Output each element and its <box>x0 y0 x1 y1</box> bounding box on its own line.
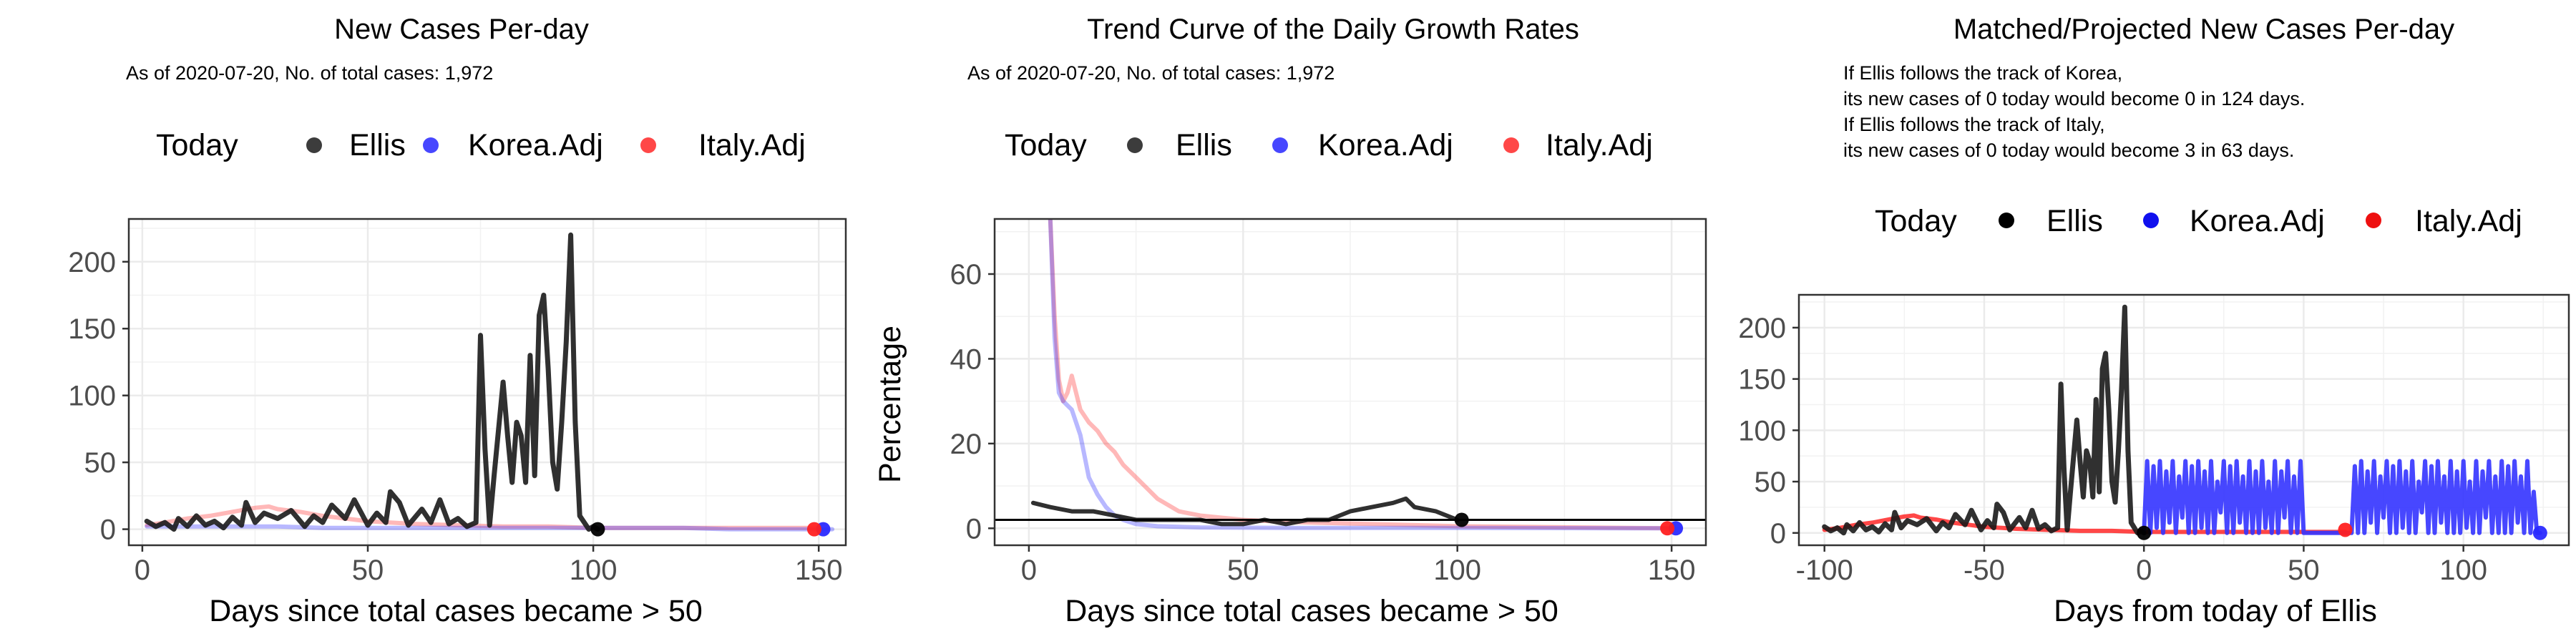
chart3-title: Matched/Projected New Cases Per-day <box>1953 14 2454 45</box>
chart3-panel-border <box>1797 293 2570 547</box>
chart2-title: Trend Curve of the Daily Growth Rates <box>1087 14 1579 45</box>
chart3-x-axis-title: Days from today of Ellis <box>2054 594 2377 628</box>
chart2-y-tick-label: 60 <box>950 259 982 291</box>
chart1-legend-key-italy <box>640 137 656 153</box>
chart1-legend-key-ellis <box>306 137 322 153</box>
chart2-x-axis-title: Days since total cases became > 50 <box>1065 594 1558 628</box>
chart3-subtitle-line-2: its new cases of 0 today would become 0 … <box>1843 88 2305 109</box>
chart2-legend: Today Ellis Korea.Adj Italy.Adj <box>1005 128 1653 162</box>
chart1-x-tick-label: 50 <box>352 555 384 586</box>
chart2-series-ellis <box>1030 496 1460 527</box>
chart3-legend-key-italy <box>2366 213 2381 228</box>
chart2-today-point-italy-adj <box>1660 521 1675 536</box>
chart3-y-tick-label: 200 <box>1738 313 1786 344</box>
chart1-x-axis-title: Days since total cases became > 50 <box>209 594 703 628</box>
chart2-legend-label-ellis: Ellis <box>1176 128 1232 162</box>
chart3-subtitle-line-4: its new cases of 0 today would become 3 … <box>1843 140 2294 161</box>
chart1-title: New Cases Per-day <box>334 14 589 45</box>
chart3-legend-label-ellis: Ellis <box>2046 204 2103 238</box>
chart3-legend-key-korea <box>2143 213 2159 228</box>
chart3-x-tick-label: -100 <box>1796 555 1853 586</box>
chart1-series-ellis <box>144 232 600 532</box>
chart1-legend-key-korea <box>423 137 439 153</box>
chart1-subtitle: As of 2020-07-20, No. of total cases: 1,… <box>126 62 493 84</box>
chart3-y-tick-label: 150 <box>1738 364 1786 396</box>
chart1-legend: Today Ellis Korea.Adj Italy.Adj <box>156 128 806 162</box>
chart3-subtitle-line-1: If Ellis follows the track of Korea, <box>1843 62 2122 84</box>
chart3-subtitle-line-3: If Ellis follows the track of Italy, <box>1843 114 2105 135</box>
chart1-x-tick-label: 0 <box>135 555 150 586</box>
chart3-legend-label-korea: Korea.Adj <box>2190 204 2325 238</box>
chart3-legend-label-italy: Italy.Adj <box>2415 204 2522 238</box>
chart2-legend-label-italy: Italy.Adj <box>1546 128 1653 162</box>
chart2-legend-key-korea <box>1272 137 1288 153</box>
chart3-legend: Today Ellis Korea.Adj Italy.Adj <box>1875 204 2522 238</box>
chart3-y-tick-label: 0 <box>1770 518 1786 550</box>
chart1-today-point-italy-adj <box>806 522 821 537</box>
chart1-plot: 0 50 100 150 0 50 100 150 200 <box>68 218 847 586</box>
chart2-series-korea-adj <box>1048 219 1674 531</box>
chart2-x-tick-label: 50 <box>1227 555 1259 586</box>
chart1-x-tick-label: 150 <box>795 555 843 586</box>
chart3-series-korea-adj <box>2142 459 2542 535</box>
chart1-legend-label-korea: Korea.Adj <box>468 128 603 162</box>
chart3-x-tick-label: 50 <box>2288 555 2320 586</box>
chart1-series-italy-adj <box>145 504 821 530</box>
chart2-y-axis-title: Percentage <box>873 326 907 483</box>
chart2-plot: 0 50 100 150 0 20 40 60 <box>950 218 1707 586</box>
chart1-y-tick-label: 0 <box>100 514 116 546</box>
chart1-panel-border <box>127 218 847 547</box>
chart1-legend-label-ellis: Ellis <box>349 128 406 162</box>
chart3-x-tick-label: 0 <box>2136 555 2152 586</box>
chart1-series-korea-adj <box>145 524 835 532</box>
chart2-x-tick-label: 0 <box>1021 555 1037 586</box>
chart1-legend-label-italy: Italy.Adj <box>698 128 806 162</box>
chart3-today-point-italy-adj <box>2338 522 2353 537</box>
chart2-y-tick-label: 0 <box>966 513 982 545</box>
chart2-legend-key-italy <box>1503 137 1519 153</box>
chart3-x-tick-label: -50 <box>1963 555 2005 586</box>
chart1-y-tick-label: 100 <box>68 381 116 412</box>
chart3-series-ellis <box>1822 304 2147 536</box>
chart1-y-tick-label: 150 <box>68 313 116 345</box>
chart3-x-tick-label: 100 <box>2439 555 2487 586</box>
chart3-y-tick-label: 100 <box>1738 415 1786 447</box>
chart1-x-tick-label: 100 <box>570 555 618 586</box>
chart2-legend-key-ellis <box>1127 137 1143 153</box>
chart2-panel-border <box>993 218 1707 547</box>
chart2-x-tick-label: 150 <box>1648 555 1696 586</box>
chart2-y-tick-label: 20 <box>950 429 982 460</box>
chart1-y-tick-label: 200 <box>68 247 116 278</box>
chart2-subtitle: As of 2020-07-20, No. of total cases: 1,… <box>967 62 1335 84</box>
chart2-legend-label-korea: Korea.Adj <box>1318 128 1453 162</box>
chart2-y-tick-label: 40 <box>950 343 982 375</box>
chart1-y-tick-label: 50 <box>84 447 117 479</box>
chart1-today-point-ellis <box>590 522 605 537</box>
chart3-today-point-ellis <box>2137 525 2152 540</box>
chart3-today-point-korea-adj <box>2532 525 2547 540</box>
chart3-legend-key-ellis <box>1999 213 2014 228</box>
chart2-today-point-ellis <box>1454 512 1469 527</box>
chart3-y-tick-label: 50 <box>1755 467 1787 498</box>
chart2-gridlines <box>995 219 1706 545</box>
plot-layer: 0 50 100 150 0 50 100 150 200 0 50 100 150 0 20 40 60 -10… <box>68 218 2570 586</box>
chart2-x-tick-label: 100 <box>1433 555 1481 586</box>
chart3-legend-title: Today <box>1875 204 1957 238</box>
chart2-legend-title: Today <box>1005 128 1087 162</box>
chart3-plot: -100 -50 0 50 100 0 50 100 150 200 <box>1738 293 2570 586</box>
chart1-legend-title: Today <box>156 128 238 162</box>
